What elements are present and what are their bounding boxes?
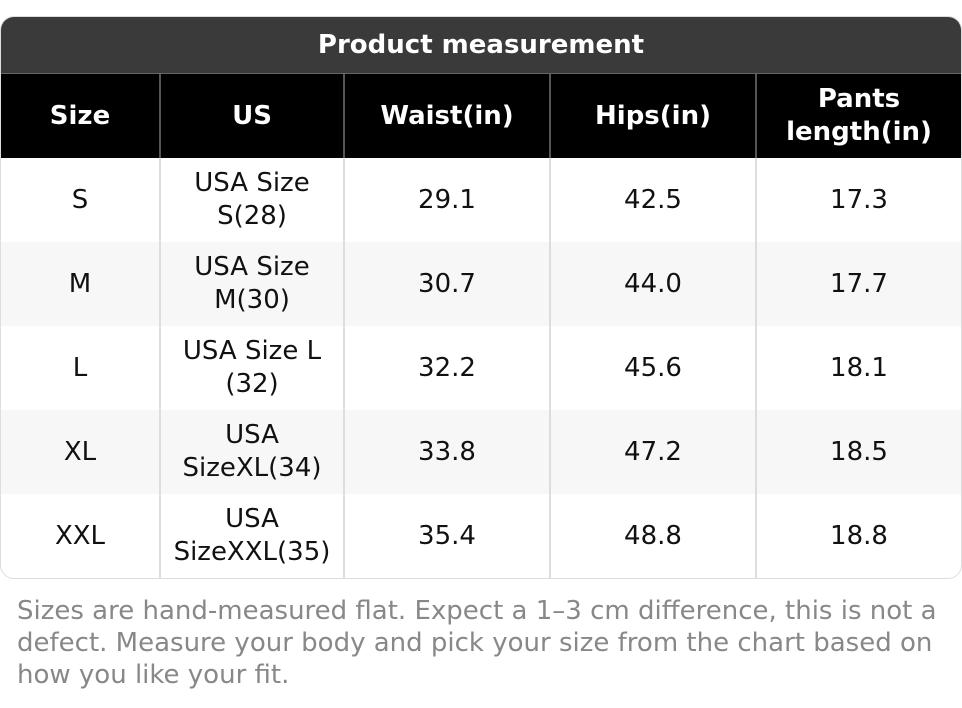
table-title: Product measurement [1, 17, 961, 74]
table-cell: 33.8 [343, 410, 550, 494]
table-cell: USA SizeXL(34) [159, 410, 344, 494]
header-cell: US [159, 74, 344, 158]
table-cell: XL [1, 410, 160, 494]
table-cell: 44.0 [549, 242, 756, 326]
header-cell: Size [1, 74, 160, 158]
table-row: XXL USA SizeXXL(35) 35.4 48.8 18.8 [1, 494, 961, 578]
table-cell: USA SizeXXL(35) [159, 494, 344, 578]
table-cell: M [1, 242, 160, 326]
table-cell: 48.8 [549, 494, 756, 578]
table-cell: 35.4 [343, 494, 550, 578]
table-cell: 29.1 [343, 158, 550, 242]
table-cell: 17.3 [755, 158, 961, 242]
table-cell: 42.5 [549, 158, 756, 242]
table-cell: USA Size S(28) [159, 158, 344, 242]
table-cell: L [72, 352, 88, 383]
header-cell: Hips(in) [549, 74, 756, 158]
table-row: M USA Size M(30) 30.7 44.0 17.7 [1, 242, 961, 326]
table-cell: 18.1 [755, 326, 961, 410]
header-cell: Pants length(in) [755, 74, 961, 158]
table-cell: 47.2 [549, 410, 756, 494]
size-chart: Product measurement Size US Waist(in) Hips(… [0, 16, 962, 579]
table-row: L USA Size L (32) 32.2 45.6 18.1 [1, 326, 961, 410]
table-row: S USA Size S(28) 29.1 42.5 17.3 [1, 158, 961, 242]
table-cell: XXL [54, 520, 106, 551]
footnote: Sizes are hand-measured flat. Expect a 1… [17, 596, 937, 690]
table-row: XL USA SizeXL(34) 33.8 47.2 18.5 [1, 410, 961, 494]
table-card: Product measurement Size US Waist(in) Hips(… [0, 16, 962, 579]
header-row: Size US Waist(in) Hips(in) Pants length(in) [1, 74, 961, 158]
table-cell: 32.2 [343, 326, 550, 410]
table-cell: 45.6 [549, 326, 756, 410]
table-cell: 18.8 [755, 494, 961, 578]
header-cell: Waist(in) [343, 74, 550, 158]
table-cell: 18.5 [755, 410, 961, 494]
table-cell: 17.7 [755, 242, 961, 326]
table-cell: USA Size M(30) [159, 242, 344, 326]
table-cell: S [71, 184, 89, 215]
table: Size US Waist(in) Hips(in) Pants length(in) … [1, 74, 961, 578]
table-cell: 30.7 [343, 242, 550, 326]
table-cell: USA Size L (32) [159, 326, 344, 410]
table-body: S USA Size S(28) 29.1 42.5 17.3 M USA Size M(3… [1, 158, 961, 578]
